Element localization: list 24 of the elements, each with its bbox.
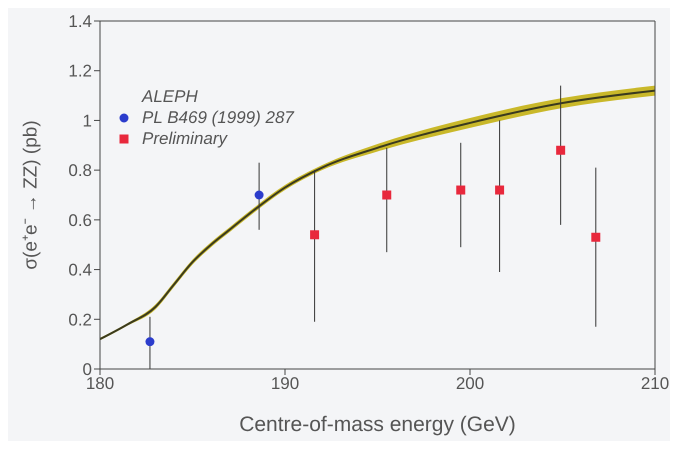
- point: [382, 190, 392, 200]
- y-tick-label: 0.8: [68, 161, 92, 180]
- point: [310, 230, 320, 240]
- y-tick-label: 0.6: [68, 210, 92, 230]
- y-tick-label: 1: [82, 111, 92, 130]
- x-tick-label: 180: [86, 374, 114, 394]
- x-tick-label: 200: [456, 374, 484, 394]
- x-axis-title: Centre-of-mass energy (GeV): [239, 413, 516, 436]
- x-tick-label: 210: [640, 374, 670, 394]
- y-tick-label: 0.4: [68, 260, 92, 280]
- y-tick-label: 1.2: [68, 62, 92, 81]
- legend-label: Preliminary: [142, 128, 228, 149]
- point: [556, 146, 566, 155]
- point: [254, 190, 264, 200]
- point: [591, 232, 600, 242]
- point: [456, 186, 466, 195]
- point: [495, 186, 504, 195]
- y-tick-label: 1.4: [68, 12, 92, 32]
- legend-label: PL B469 (1999) 287: [142, 107, 294, 128]
- y-tick-label: 0.2: [68, 310, 92, 330]
- legend-title: ALEPH: [140, 86, 199, 107]
- point: [145, 337, 154, 346]
- x-tick-label: 190: [270, 374, 300, 394]
- y-axis-title: σ(e⁺e⁻ → ZZ) (pb): [20, 120, 42, 270]
